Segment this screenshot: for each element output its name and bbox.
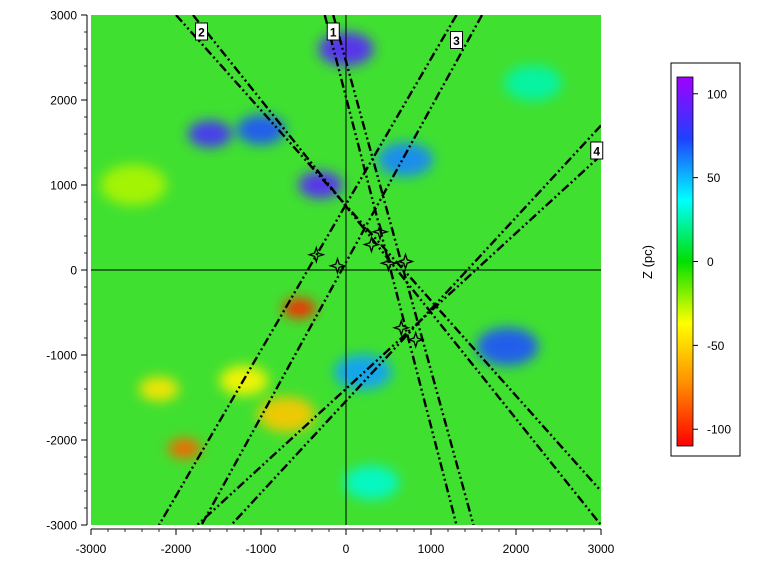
sightline-2 [192,15,601,525]
sightline-2 [175,15,601,492]
star-marker [396,252,415,271]
y-tick-label: 1000 [50,179,77,193]
colorbar-label: Z (pc) [640,245,655,279]
line-label-1: 1 [330,26,337,40]
x-tick-label: 2000 [503,542,530,556]
plot-area [91,15,601,525]
colorbar-tick-label: 0 [707,255,714,269]
colorbar-gradient [676,76,694,447]
heatmap-blob [187,120,233,148]
heatmap-blob [377,142,434,177]
colorbar-tick-label: -100 [707,423,731,437]
sightline-1 [332,15,475,525]
heatmap-blob [343,465,400,500]
line-label-2: 2 [198,26,205,40]
y-tick-label: -2000 [46,434,77,448]
heatmap-blob [167,438,202,459]
star-marker [362,235,381,254]
heatmap-blobs [100,32,562,500]
heatmap-blob [504,65,562,101]
colorbar-tick-label: 50 [707,171,721,185]
x-tick-label: 0 [343,542,350,556]
x-tick-label: -3000 [76,542,107,556]
star-marker [328,256,347,275]
heatmap-blob [139,376,179,402]
y-tick-label: 2000 [50,94,77,108]
y-tick-label: 3000 [50,9,77,23]
star-marker [370,222,390,241]
x-axis: -3000 -2000 -1000 0 1000 2000 3000 [76,528,615,556]
heatmap-blob [298,171,343,199]
star-marker [307,245,326,264]
x-tick-label: -1000 [246,542,277,556]
colorbar: 100 50 0 -50 -100 [670,62,741,457]
line-label-3: 3 [453,34,460,48]
star-marker-layer [307,222,425,349]
sightline-layer [157,15,601,525]
origin-crosshair [91,15,601,525]
star-marker [392,318,411,337]
line-label-4: 4 [593,145,600,159]
y-axis: -3000 -2000 -1000 0 1000 2000 3000 [46,9,88,533]
heatmap-blob [476,327,539,366]
sightline-3 [200,15,484,525]
sightline-4 [196,154,601,525]
colorbar-tick-label: 100 [707,87,727,101]
y-tick-label: -1000 [46,349,77,363]
line-label-box [590,141,604,160]
heatmap-blob [257,396,316,433]
colorbar-tick-label: -50 [707,339,725,353]
sightline-4 [230,124,601,525]
heatmap-blob [282,298,316,319]
line-label-box [195,22,208,41]
x-tick-label: 1000 [418,542,445,556]
line-label-layer: 1 2 3 4 [195,22,604,160]
line-label-box [326,22,340,41]
y-tick-label: 0 [70,264,77,278]
heatmap-blob [100,164,167,206]
star-marker [406,330,425,349]
y-tick-label: -3000 [46,519,77,533]
heatmap-blob [236,114,286,145]
star-marker [379,254,398,273]
sightline-3 [157,15,458,525]
x-tick-label: -2000 [161,542,192,556]
x-tick-label: 3000 [588,542,615,556]
colorbar-ticks: 100 50 0 -50 -100 [693,87,731,437]
line-label-box [450,31,463,49]
